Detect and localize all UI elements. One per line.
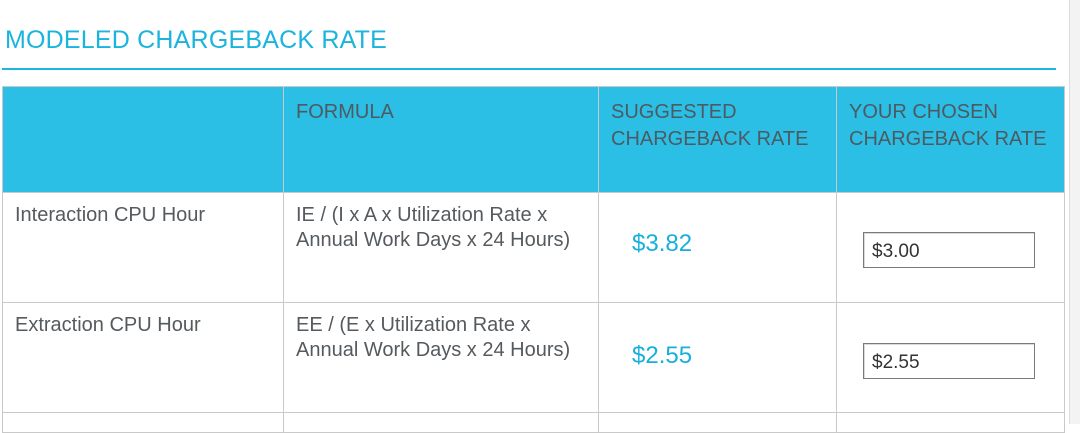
title-divider [2,68,1056,70]
suggested-rate: $3.82 [598,192,837,303]
suggested-rate: $2.55 [598,302,837,413]
chosen-rate-input[interactable] [863,232,1035,268]
scrollbar[interactable] [1069,0,1080,424]
row-formula: EE / (E x Utilization Rate x Annual Work… [283,302,599,413]
table-row: Interaction CPU Hour IE / (I x A x Utili… [2,192,1065,303]
chosen-rate-input[interactable] [863,343,1035,379]
header-suggested-rate: SUGGESTED CHARGEBACK RATE [598,86,837,193]
row-label [2,412,284,433]
chosen-rate-cell [836,192,1065,303]
row-label: Extraction CPU Hour [2,302,284,413]
suggested-rate [598,412,837,433]
chosen-rate-cell [836,302,1065,413]
header-formula: FORMULA [283,86,599,193]
chargeback-rate-table: FORMULA SUGGESTED CHARGEBACK RATE YOUR C… [2,86,1065,433]
chosen-rate-cell [836,412,1065,433]
row-formula: IE / (I x A x Utilization Rate x Annual … [283,192,599,303]
table-header-row: FORMULA SUGGESTED CHARGEBACK RATE YOUR C… [2,86,1065,193]
header-label [2,86,284,193]
header-chosen-rate: YOUR CHOSEN CHARGEBACK RATE [836,86,1065,193]
row-formula [283,412,599,433]
table-row [2,412,1065,433]
row-label: Interaction CPU Hour [2,192,284,303]
section-title: MODELED CHARGEBACK RATE [5,26,387,54]
table-row: Extraction CPU Hour EE / (E x Utilizatio… [2,302,1065,413]
